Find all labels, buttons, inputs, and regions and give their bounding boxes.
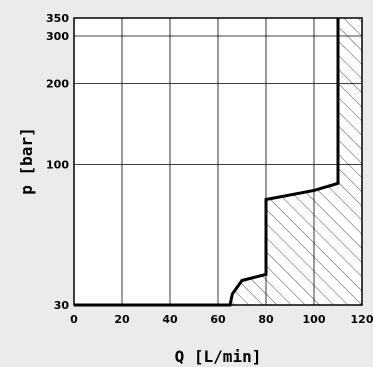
x-tick-label: 80	[258, 313, 274, 326]
hatched-region	[230, 18, 362, 305]
x-tick-label: 100	[303, 313, 326, 326]
x-tick-label: 20	[114, 313, 130, 326]
x-tick-label: 60	[210, 313, 226, 326]
y-tick-label: 200	[46, 77, 69, 90]
x-axis-label: Q [L/min]	[175, 347, 262, 366]
y-tick-label: 350	[46, 12, 69, 25]
y-tick-label: 100	[46, 158, 69, 171]
y-tick-label: 30	[54, 299, 70, 312]
x-tick-label: 0	[70, 313, 78, 326]
x-tick-label: 40	[162, 313, 178, 326]
series-line	[74, 18, 340, 307]
y-tick-label: 300	[46, 30, 69, 43]
x-tick-label: 120	[351, 313, 373, 326]
y-axis-label: p [bar]	[17, 127, 36, 194]
